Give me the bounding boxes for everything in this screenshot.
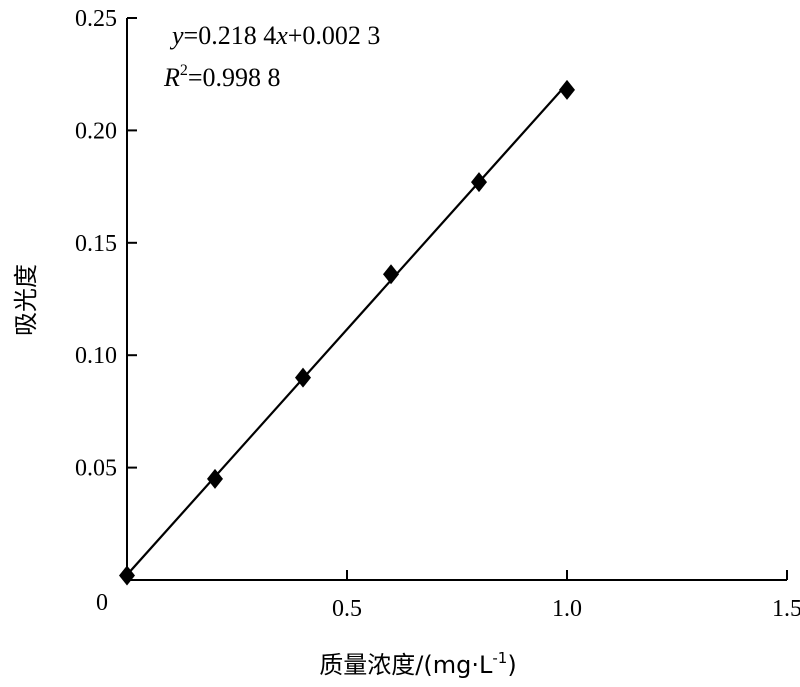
- data-point-diamond: [119, 565, 135, 586]
- y-tick-label: 0.10: [75, 343, 117, 369]
- data-point-diamond: [295, 367, 311, 388]
- x-axis-title-main: 质量浓度/(mg·L: [319, 651, 493, 679]
- eq-slope: =0.218 4: [184, 21, 277, 50]
- data-point-diamond: [471, 172, 487, 193]
- data-points: [119, 79, 575, 586]
- eq-y-var: y: [169, 21, 184, 50]
- y-axis-title: 吸光度: [12, 264, 40, 336]
- x-axis-title-close: ): [507, 651, 516, 679]
- fit-line: [126, 83, 568, 576]
- r-value: =0.998 8: [188, 63, 281, 92]
- x-axis-title: 质量浓度/(mg·L-1): [319, 649, 516, 679]
- y-tick-label: 0: [96, 590, 108, 616]
- x-tick-label: 0.5: [332, 596, 362, 622]
- r-squared: R2=0.998 8: [163, 62, 281, 92]
- y-tick-label: 0.25: [75, 6, 117, 32]
- fit-line-group: [126, 83, 568, 576]
- ticks: 0 0.05 0.10 0.15 0.20 0.25 0.5 1.0 1.5: [75, 6, 800, 622]
- y-tick-label: 0.20: [75, 118, 117, 144]
- r-exponent: 2: [180, 62, 188, 79]
- data-point-diamond: [383, 264, 399, 285]
- eq-x-var: x: [275, 21, 288, 50]
- data-point-diamond: [559, 79, 575, 100]
- regression-equation: y=0.218 4x+0.002 3: [169, 21, 380, 50]
- x-tick-label: 1.0: [552, 596, 582, 622]
- r-letter: R: [163, 63, 180, 92]
- y-tick-label: 0.05: [75, 456, 117, 482]
- x-tick-label: 1.5: [772, 596, 800, 622]
- data-point-diamond: [207, 468, 223, 489]
- axes: [126, 18, 787, 581]
- eq-intercept: +0.002 3: [288, 21, 381, 50]
- x-axis-title-sup: -1: [492, 649, 507, 667]
- y-tick-label: 0.15: [75, 231, 117, 257]
